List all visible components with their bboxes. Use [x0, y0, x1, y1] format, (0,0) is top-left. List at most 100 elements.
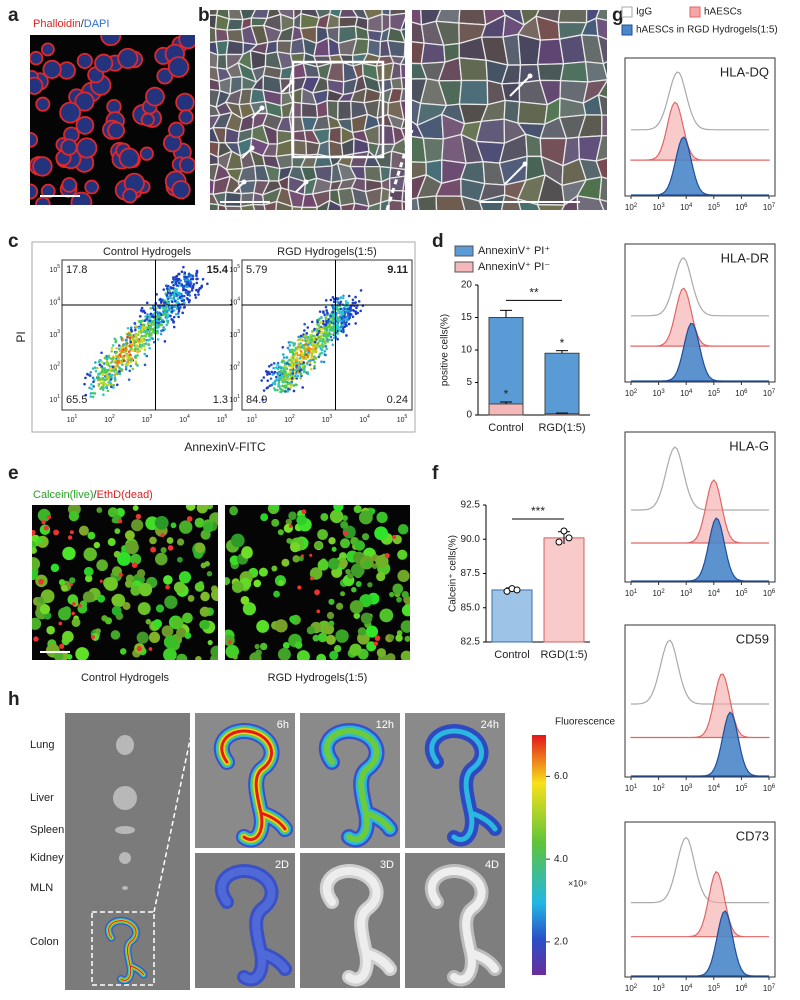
event	[142, 323, 146, 327]
live-cell	[194, 517, 205, 528]
live-cell	[32, 557, 41, 571]
event	[195, 274, 198, 278]
event	[320, 320, 323, 324]
event	[114, 364, 118, 368]
sem-cell	[327, 199, 342, 210]
y-tick-label: 10	[461, 345, 473, 356]
sem-cell	[598, 198, 607, 210]
event	[143, 363, 147, 367]
event	[300, 360, 303, 363]
live-cell	[400, 650, 410, 660]
event	[302, 370, 306, 373]
event	[164, 312, 167, 316]
event	[134, 336, 138, 339]
event	[282, 356, 286, 359]
live-cell	[194, 582, 205, 592]
dead-cell	[314, 589, 320, 596]
event	[283, 365, 287, 369]
event	[165, 294, 169, 297]
x-tick-label: Control	[494, 649, 529, 661]
sem-cell	[435, 10, 461, 24]
cell	[75, 116, 95, 135]
live-cell	[32, 547, 37, 554]
live-cell	[240, 595, 250, 605]
dead-cell	[53, 529, 60, 536]
tick-exponent: 7	[772, 984, 776, 990]
panel-label: d	[432, 231, 444, 252]
live-cell	[97, 594, 106, 603]
sem-cell	[420, 42, 446, 65]
live-cell	[125, 540, 139, 555]
event	[277, 376, 281, 380]
plot-title: RGD Hydrogels(1:5)	[277, 246, 377, 258]
tick-base: 10	[625, 784, 634, 793]
tick-label: 104	[680, 984, 693, 994]
event	[129, 326, 133, 329]
quadrant-value: 17.8	[66, 264, 87, 276]
y-tick-label: 15	[461, 312, 473, 323]
sem-cell	[401, 200, 405, 210]
organ-label: Colon	[30, 936, 59, 948]
event	[320, 334, 323, 338]
event	[113, 337, 117, 341]
bar	[543, 537, 585, 643]
signal	[429, 728, 498, 842]
tick-base: 10	[247, 417, 255, 424]
cell	[168, 121, 185, 139]
dead-cell	[300, 554, 304, 558]
tick-label: 101	[625, 784, 638, 794]
dead-cell	[117, 519, 123, 524]
live-cell	[333, 505, 344, 512]
sem-cell	[366, 201, 382, 210]
live-cell	[82, 591, 95, 603]
event	[289, 368, 292, 372]
event	[103, 378, 107, 382]
event	[144, 342, 148, 345]
arrow-head	[303, 179, 309, 185]
sem-cell	[602, 61, 607, 80]
event	[191, 286, 195, 290]
tick-base: 10	[763, 984, 772, 993]
event	[351, 301, 355, 305]
event	[169, 314, 172, 318]
sem-cell	[403, 137, 405, 146]
events	[260, 289, 365, 401]
event	[285, 384, 288, 387]
bar	[491, 589, 533, 643]
live-cell	[163, 647, 177, 660]
tick-label: 107	[763, 203, 776, 213]
sem-cell	[596, 34, 607, 65]
live-cell	[194, 542, 206, 553]
event	[109, 374, 113, 377]
event	[192, 282, 196, 286]
sem-cell	[399, 16, 405, 32]
colorbar	[532, 735, 546, 975]
event	[295, 364, 298, 368]
event	[145, 317, 149, 321]
cell	[30, 132, 39, 148]
sem-cell	[225, 39, 244, 56]
tick-exponent: 1	[57, 394, 60, 400]
sem-cell	[210, 26, 217, 44]
event	[297, 363, 301, 366]
tick-label: 102	[652, 784, 665, 794]
event	[115, 383, 119, 387]
tick-label: 105	[708, 203, 721, 213]
event	[148, 319, 152, 322]
event	[117, 357, 120, 361]
sem-cells	[412, 10, 607, 210]
tick-label: 105	[397, 414, 408, 424]
tick-base: 10	[49, 299, 57, 306]
event	[126, 353, 129, 357]
y-tick-label: 82.5	[461, 637, 481, 648]
event	[128, 336, 132, 340]
live-cell	[340, 520, 349, 529]
tick-base: 10	[680, 589, 689, 598]
event	[143, 319, 147, 322]
live-cell	[400, 620, 410, 633]
event	[159, 332, 163, 336]
dead-cell	[392, 534, 397, 540]
quadrant-value: 5.79	[246, 264, 267, 276]
event	[206, 282, 209, 286]
event	[126, 363, 129, 367]
